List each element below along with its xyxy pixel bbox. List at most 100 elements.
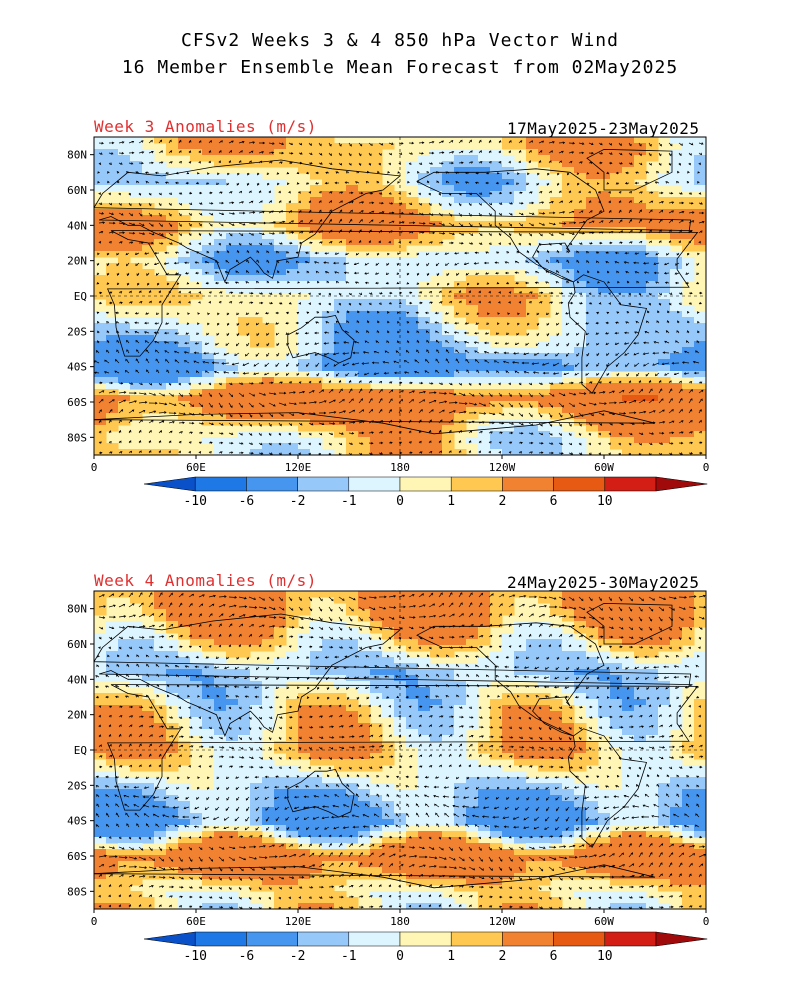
colorbar-label: -1 — [341, 494, 357, 509]
anomaly-cell — [238, 209, 251, 216]
wind-vector — [578, 151, 585, 155]
anomaly-cell — [514, 359, 527, 366]
anomaly-cell — [106, 401, 119, 408]
anomaly-cell — [358, 389, 371, 396]
anomaly-cell — [202, 675, 215, 682]
wind-vector — [232, 371, 240, 375]
wind-vector — [566, 250, 570, 254]
anomaly-cell — [394, 597, 407, 604]
anomaly-cell — [658, 341, 671, 348]
wind-vector — [558, 412, 563, 418]
anomaly-cell — [574, 687, 587, 694]
anomaly-cell — [526, 305, 539, 312]
anomaly-cell — [190, 143, 203, 150]
wind-vector — [428, 450, 433, 454]
anomaly-cell — [346, 395, 359, 402]
anomaly-cell — [346, 269, 359, 276]
wind-vector — [174, 359, 180, 364]
wind-vector — [698, 142, 704, 145]
anomaly-cell — [214, 443, 227, 450]
wind-vector — [668, 420, 675, 424]
wind-vector — [688, 211, 695, 214]
anomaly-cell — [646, 155, 659, 162]
anomaly-cell — [466, 335, 479, 342]
wind-vector — [197, 171, 200, 175]
wind-vector — [154, 322, 160, 325]
anomaly-cell — [670, 197, 683, 204]
anomaly-cell — [370, 269, 383, 276]
wind-vector — [256, 250, 260, 254]
wind-vector — [546, 312, 550, 316]
wind-vector — [488, 431, 493, 434]
wind-vector — [266, 332, 270, 336]
anomaly-cell — [298, 227, 311, 234]
wind-vector — [158, 202, 162, 207]
anomaly-cell — [250, 413, 263, 420]
wind-vector — [398, 381, 403, 385]
wind-vector — [378, 142, 384, 146]
wind-vector — [364, 272, 370, 275]
anomaly-cell — [622, 645, 635, 652]
wind-vector — [598, 292, 601, 295]
wind-vector — [278, 402, 287, 406]
anomaly-cell — [394, 233, 407, 240]
wind-vector — [435, 358, 440, 364]
anomaly-cell — [286, 401, 299, 408]
wind-vector — [688, 398, 693, 404]
wind-vector — [538, 150, 543, 154]
anomaly-cell — [394, 323, 407, 330]
wind-vector — [676, 252, 680, 256]
anomaly-cell — [538, 597, 551, 604]
anomaly-cell — [274, 437, 287, 444]
wind-vector — [128, 212, 133, 217]
anomaly-cell — [226, 251, 239, 258]
wind-vector — [658, 142, 662, 147]
anomaly-cell — [598, 155, 611, 162]
wind-vector — [226, 322, 230, 326]
wind-vector — [258, 422, 262, 427]
anomaly-cell — [94, 341, 107, 348]
anomaly-cell — [250, 155, 263, 162]
wind-vector — [653, 341, 660, 344]
wind-vector — [125, 330, 130, 334]
anomaly-cell — [310, 197, 323, 204]
anomaly-cell — [526, 185, 539, 192]
anomaly-cell — [310, 377, 323, 384]
anomaly-cell — [694, 185, 706, 192]
wind-vector — [688, 229, 693, 234]
anomaly-cell — [514, 179, 527, 186]
wind-vector — [468, 212, 472, 217]
wind-vector — [418, 291, 423, 294]
anomaly-cell — [682, 627, 695, 634]
anomaly-cell — [94, 413, 107, 420]
wind-vector — [138, 301, 143, 304]
anomaly-cell — [430, 221, 443, 228]
wind-vector — [128, 409, 135, 414]
anomaly-cell — [598, 137, 611, 144]
wind-vector — [226, 250, 230, 254]
wind-vector — [124, 369, 130, 374]
anomaly-cell — [442, 347, 455, 354]
anomaly-cell — [670, 389, 683, 396]
anomaly-cell — [394, 413, 407, 420]
wind-vector — [158, 382, 162, 386]
wind-vector — [368, 302, 372, 306]
wind-vector — [126, 272, 130, 277]
wind-vector — [154, 171, 160, 175]
wind-vector — [268, 190, 272, 194]
wind-vector — [144, 262, 150, 266]
anomaly-cell — [394, 401, 407, 408]
anomaly-cell — [358, 341, 371, 348]
anomaly-cell — [550, 609, 563, 616]
wind-vector — [288, 381, 293, 384]
wind-vector — [193, 351, 200, 355]
wind-vector — [168, 222, 173, 228]
anomaly-cell — [526, 669, 539, 676]
anomaly-cell — [178, 681, 191, 688]
anomaly-cell — [454, 179, 467, 186]
wind-vector — [375, 262, 380, 266]
anomaly-cell — [178, 603, 191, 610]
wind-vector — [116, 252, 120, 256]
wind-vector — [138, 151, 145, 154]
anomaly-cell — [598, 221, 611, 228]
